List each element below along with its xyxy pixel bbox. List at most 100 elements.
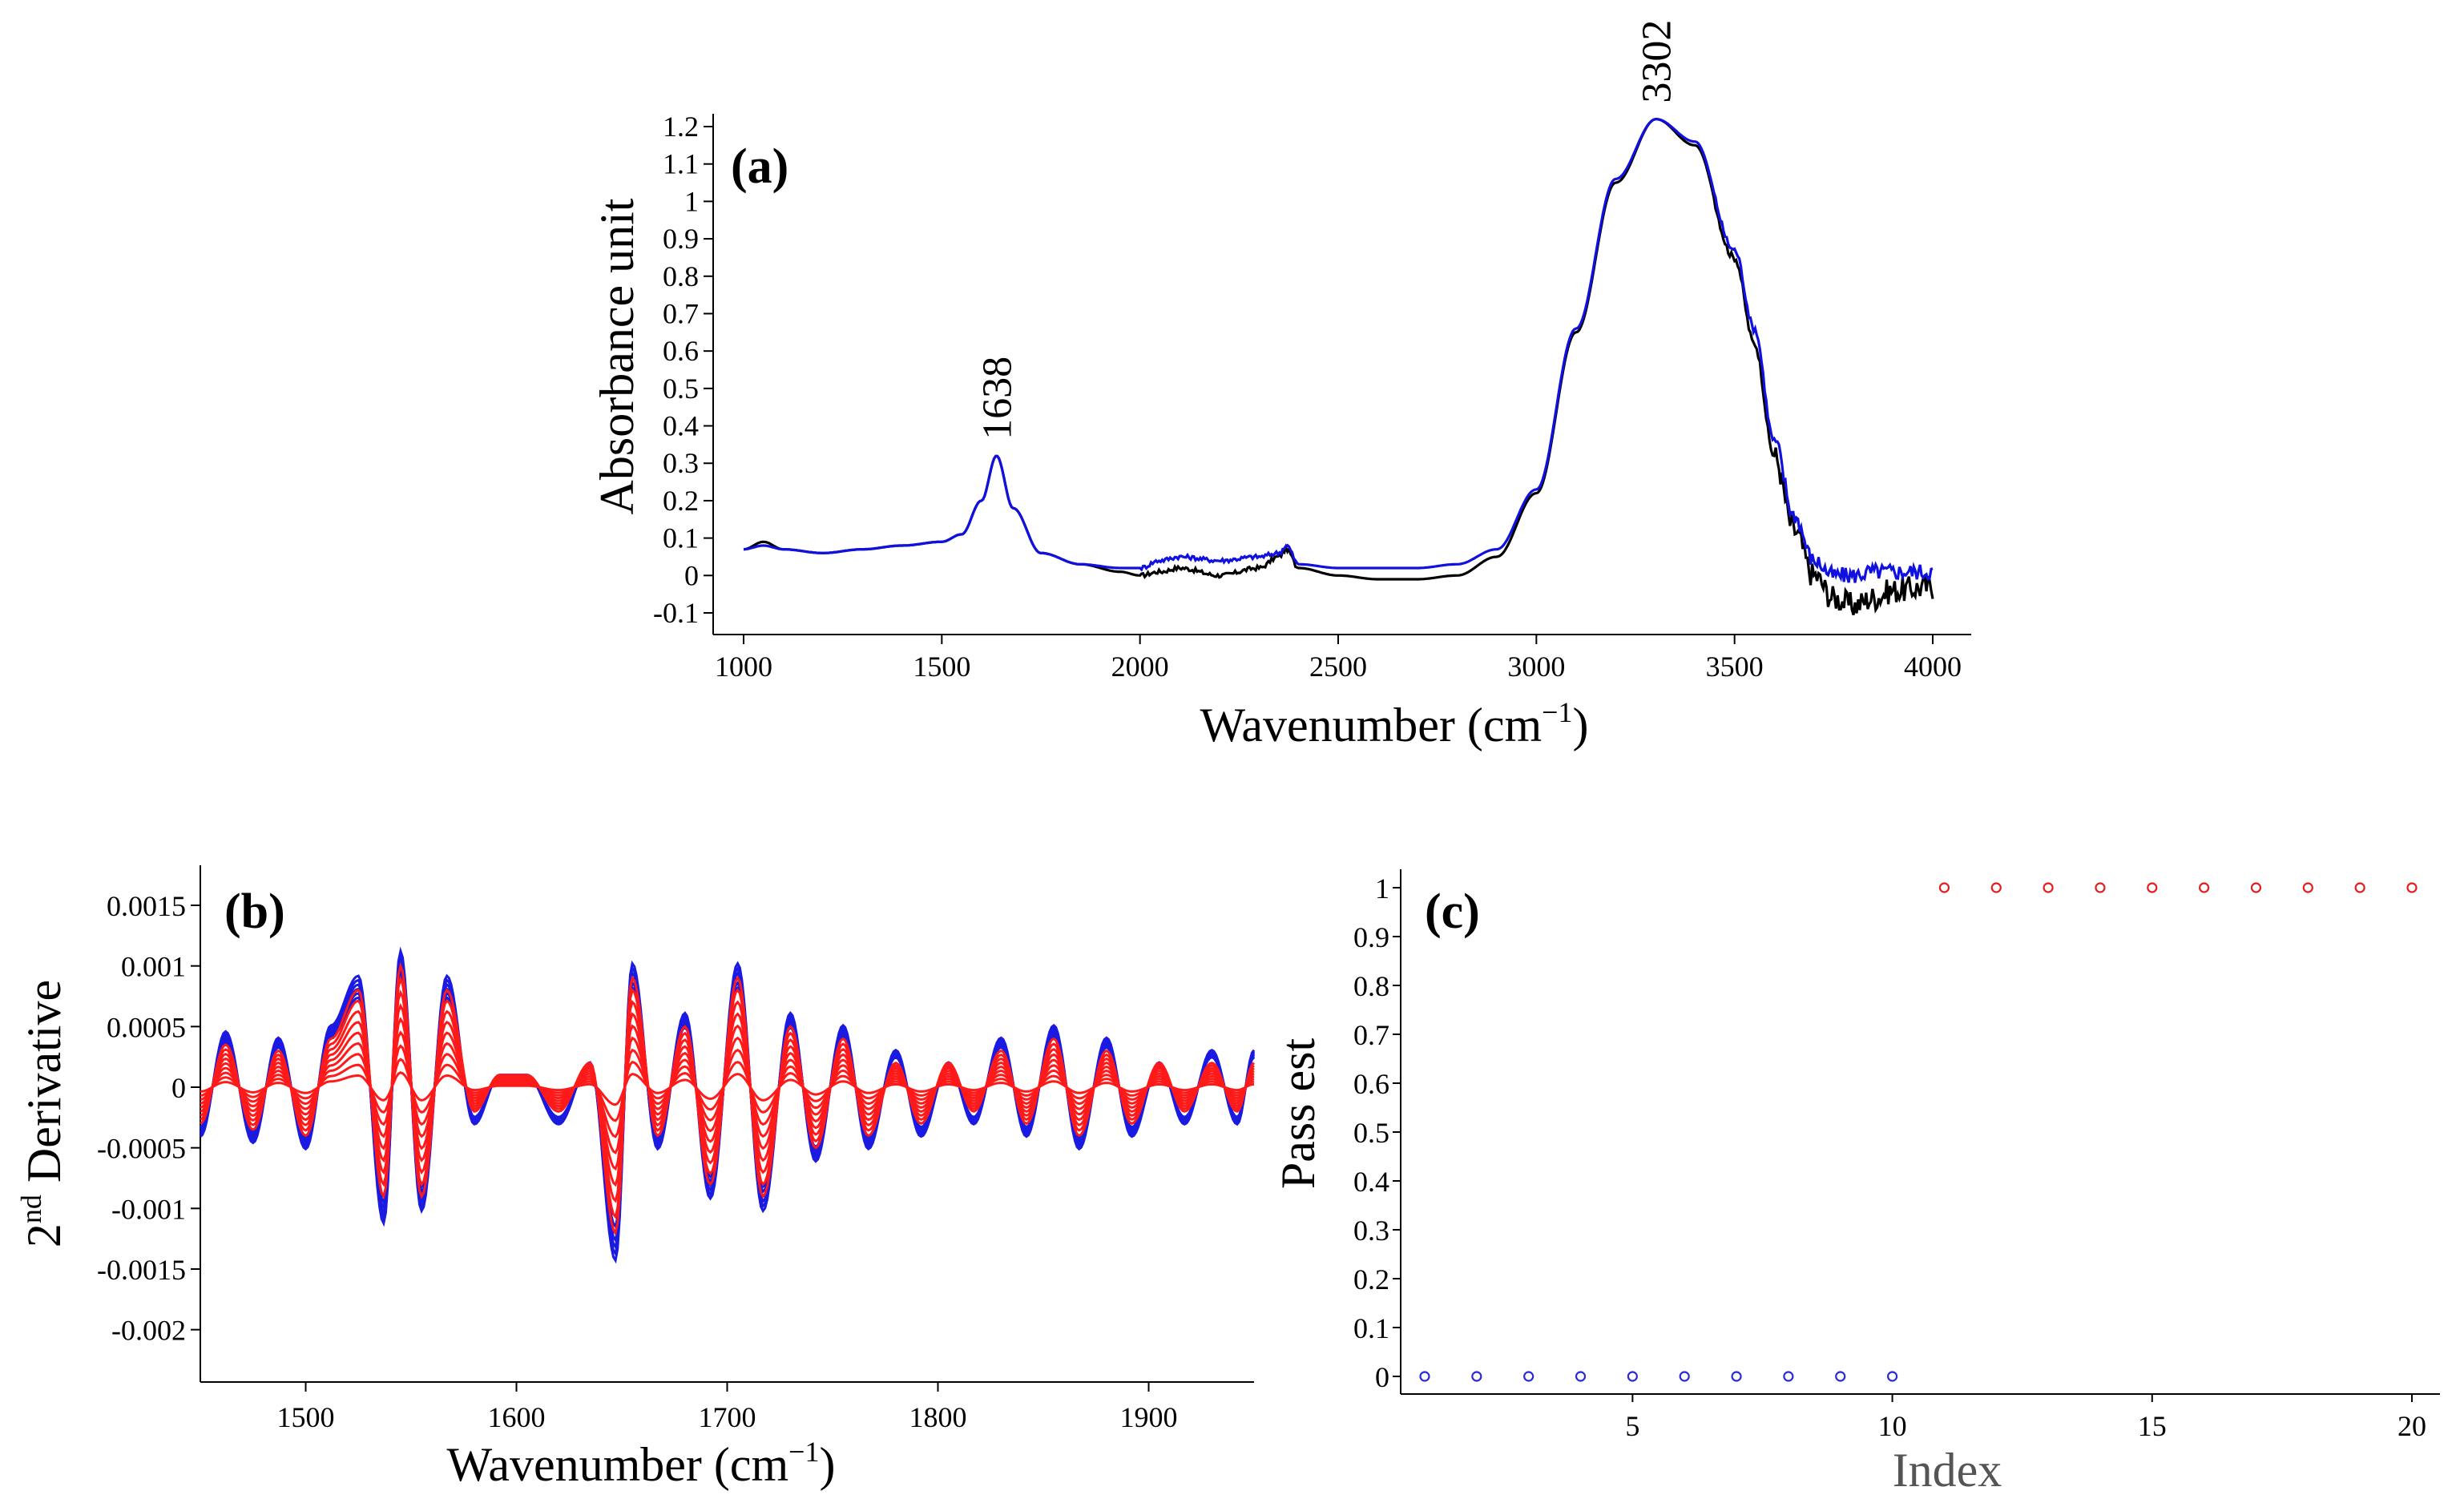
panel-a-ytick-label: 1.1 [663, 148, 699, 180]
panel-c-ytick-label: 0.1 [1353, 1312, 1389, 1344]
panel-c-point-class1 [2302, 882, 2313, 893]
panel-c-ytick-label: 0.8 [1353, 970, 1389, 1002]
panel-a-y-ticks: -0.1 0 0.1 0.2 0.3 0.4 0.5 0.6 0.7 0.8 0.9 1 1.1 1.2 [653, 111, 713, 629]
panel-a-ytick-label: -0.1 [653, 597, 699, 629]
panel-c-ytick-label: 0.5 [1353, 1117, 1389, 1149]
panel-a-ytick-label: 1 [684, 185, 699, 217]
panel-c-point-class0 [1835, 1371, 1846, 1382]
panel-c-xtick-label: 15 [2138, 1410, 2167, 1442]
panel-b-ytick-label: -0.0015 [97, 1254, 186, 1286]
panel-b-xlabel: Wavenumber (cm−1) [447, 1436, 836, 1491]
panel-b-series-line-2 [200, 961, 1255, 1236]
panel-c-ytick-label: 0 [1375, 1361, 1389, 1393]
panel-b-series-line-1 [200, 957, 1256, 1251]
panel-a-annotations: 1638 3302 [975, 20, 1680, 440]
panel-c-xtick-label: 20 [2397, 1410, 2426, 1442]
panel-b-xlabel-sup: −1 [788, 1436, 819, 1468]
panel-b-ytick-label: 0 [171, 1072, 186, 1104]
panel-b-ylabel-main: 2 [18, 1223, 71, 1247]
panel-c-xtick-label: 10 [1878, 1410, 1907, 1442]
panel-b-series-line-1 [200, 973, 1256, 1230]
panel-c-label: (c) [1425, 884, 1480, 939]
panel-b-label: (b) [224, 884, 285, 939]
panel-a-series-line-1 [743, 118, 1934, 616]
panel-a-xtick-label: 2500 [1309, 651, 1367, 683]
panel-a-ytick-label: 0.1 [663, 522, 699, 554]
panel-a-ytick-label: 1.2 [663, 111, 699, 143]
panel-a-ytick-label: 0.4 [663, 410, 699, 442]
panel-c-point-class1 [2147, 882, 2158, 893]
panel-a-xlabel-sup: −1 [1542, 696, 1572, 728]
panel-a-xtick-label: 2000 [1111, 651, 1169, 683]
panel-b-ytick-label: -0.0005 [97, 1133, 186, 1165]
panel-c-point-class0 [1679, 1371, 1690, 1382]
panel-a-ytick-label: 0.7 [663, 297, 699, 329]
panel-b-xlabel-main: Wavenumber (cm [447, 1438, 789, 1491]
panel-a-peak-label: 1638 [975, 357, 1021, 440]
panel-b-derivative-chart: 0.0015 0.001 0.0005 0 -0.0005 -0.001 -0.0015 -0… [15, 865, 1256, 1491]
panel-b-xlabel-close: ) [819, 1438, 835, 1491]
panel-c-ytick-label: 0.9 [1353, 921, 1389, 953]
panel-a-ytick-label: 0.2 [663, 485, 699, 517]
panel-a-label: (a) [731, 139, 788, 194]
panel-a-xtick-label: 3000 [1507, 651, 1565, 683]
panel-b-ylabel-rest: Derivative [18, 980, 71, 1195]
panel-a-xlabel-main: Wavenumber (cm [1200, 699, 1543, 751]
panel-b-xtick-label: 1600 [488, 1401, 546, 1433]
panel-b-ytick-label: -0.002 [111, 1315, 186, 1347]
panel-b-series-line-1 [200, 963, 1256, 1243]
panel-b-y-ticks: 0.0015 0.001 0.0005 0 -0.0005 -0.001 -0.0015 -0… [97, 890, 200, 1347]
panel-c-xtick-label: 5 [1625, 1410, 1639, 1442]
panel-b-series [200, 946, 1256, 1264]
panel-a-xtick-label: 1500 [913, 651, 970, 683]
panel-a-x-ticks: 1000 1500 2000 2500 3000 3500 4000 [715, 635, 1962, 683]
panel-b-ytick-label: -0.001 [111, 1193, 186, 1225]
panel-c-point-class1 [2406, 882, 2418, 893]
panel-b-xtick-label: 1500 [277, 1401, 335, 1433]
panel-a-xtick-label: 1000 [715, 651, 772, 683]
panel-a-xlabel: Wavenumber (cm−1) [1200, 696, 1589, 751]
panel-a-xtick-label: 4000 [1904, 651, 1962, 683]
panel-c-point-class0 [1731, 1371, 1742, 1382]
panel-c-points [1419, 882, 2418, 1382]
panel-c-ytick-label: 1 [1375, 872, 1389, 905]
panel-c-point-class1 [1990, 882, 2002, 893]
panel-c-point-class0 [1419, 1371, 1430, 1382]
panel-a-ytick-label: 0.3 [663, 447, 699, 479]
panel-a-ytick-label: 0.9 [663, 223, 699, 255]
panel-c-ylabel: Pass est [1272, 1038, 1325, 1190]
panel-c-point-class1 [1938, 882, 1950, 893]
panel-a-xtick-label: 3500 [1706, 651, 1764, 683]
panel-b-xtick-label: 1800 [909, 1401, 967, 1433]
panel-c-point-class1 [2043, 882, 2054, 893]
panel-c-point-class1 [2095, 882, 2106, 893]
panel-c-ytick-label: 0.2 [1353, 1263, 1389, 1295]
panel-c-xlabel: Index [1893, 1444, 2002, 1497]
panel-c-point-class1 [2354, 882, 2365, 893]
panel-c-x-ticks: 5 10 15 20 [1625, 1394, 2426, 1442]
panel-c-ytick-label: 0.6 [1353, 1068, 1389, 1100]
panel-a-ytick-label: 0.6 [663, 335, 699, 367]
panel-a-series-line-2 [743, 118, 1934, 583]
panel-c-ytick-label: 0.3 [1353, 1215, 1389, 1247]
panel-c-y-ticks: 0 0.1 0.2 0.3 0.4 0.5 0.6 0.7 0.8 0.9 1 [1353, 872, 1401, 1393]
panel-c-scatter-chart: 0 0.1 0.2 0.3 0.4 0.5 0.6 0.7 0.8 0.9 1 5 10 15 20 (c… [1272, 869, 2440, 1497]
panel-c-point-class0 [1783, 1371, 1794, 1382]
panel-c-point-class0 [1886, 1371, 1898, 1382]
panel-b-ylabel: 2nd Derivative [15, 980, 71, 1247]
panel-a-ytick-label: 0.5 [663, 373, 699, 405]
panel-c-point-class1 [2199, 882, 2210, 893]
panel-b-xtick-label: 1700 [699, 1401, 756, 1433]
panel-b-ylabel-sup: nd [15, 1195, 47, 1223]
panel-b-x-ticks: 1500 1600 1700 1800 1900 [277, 1382, 1178, 1433]
panel-a-ytick-label: 0 [684, 559, 699, 591]
panel-b-series-line-2 [200, 975, 1255, 1219]
panel-a-ylabel: Absorbance unit [591, 198, 643, 514]
panel-c-ytick-label: 0.4 [1353, 1166, 1389, 1198]
panel-a-peak-label: 3302 [1635, 20, 1680, 103]
panel-c-point-class0 [1575, 1371, 1587, 1382]
panel-a-ytick-label: 0.8 [663, 260, 699, 292]
panel-a-absorbance-chart: -0.100.10.20.30.40.50.60.70.80.911.11.2 … [591, 20, 1971, 751]
panel-a-xlabel-close: ) [1572, 699, 1588, 751]
